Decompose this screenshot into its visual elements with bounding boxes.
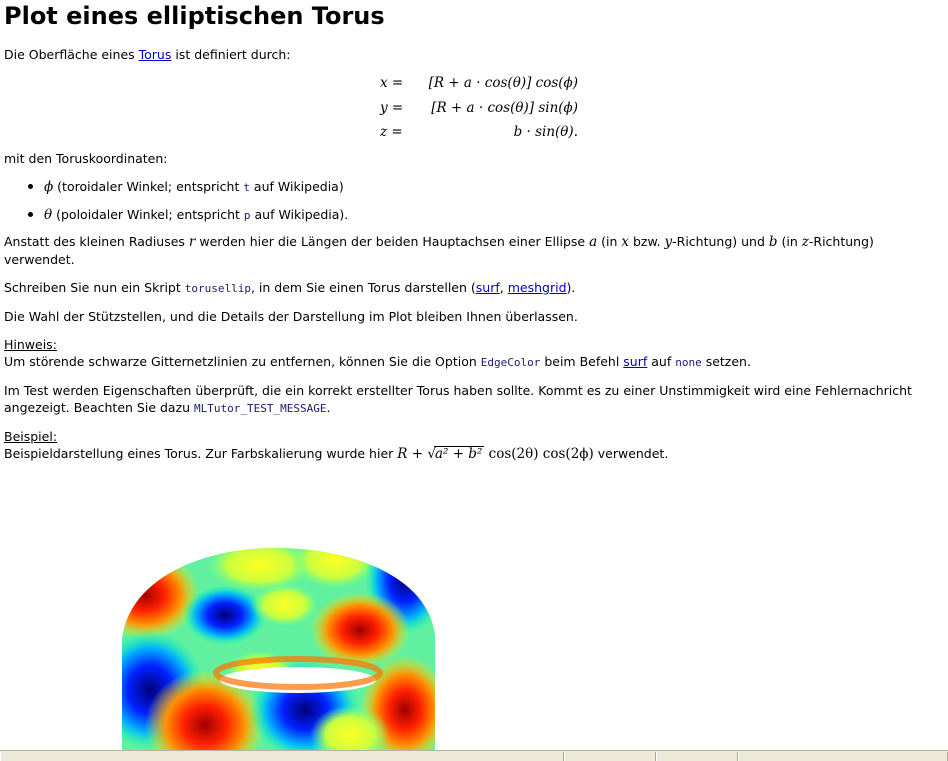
text: Schreiben Sie nun ein Skript bbox=[4, 280, 185, 295]
list-item: ϕ (toroidaler Winkel; entspricht t auf W… bbox=[4, 178, 940, 206]
equation-rhs: [R + a · cos(θ)] sin(ϕ) bbox=[431, 99, 578, 116]
code-test-message: MLTutor_TEST_MESSAGE bbox=[194, 402, 327, 415]
equation-lhs: y = bbox=[380, 99, 404, 116]
torus-plot-image bbox=[110, 540, 450, 751]
torus-illustration bbox=[122, 548, 435, 751]
status-bar-panel bbox=[564, 752, 656, 761]
hint-block: Hinweis: Um störende schwarze Gitternetz… bbox=[4, 336, 940, 371]
code-t: t bbox=[243, 181, 250, 194]
coords-intro: mit den Toruskoordinaten: bbox=[4, 151, 168, 166]
surf-link[interactable]: surf bbox=[475, 280, 500, 295]
math-x: x bbox=[621, 234, 629, 250]
text: -Richtung) und bbox=[672, 234, 769, 249]
equation-rhs: b · sin(θ). bbox=[513, 124, 578, 140]
text: . bbox=[326, 400, 331, 415]
text: (in bbox=[597, 234, 622, 249]
example-block: Beispiel: Beispieldarstellung eines Toru… bbox=[4, 428, 940, 463]
torus-equations: x = [R + a · cos(θ)] cos(ϕ) y = [R + a ·… bbox=[370, 71, 590, 145]
text: verwendet. bbox=[593, 446, 669, 461]
sqrt-sign: √ bbox=[427, 446, 436, 462]
code-edgecolor: EdgeColor bbox=[480, 356, 541, 369]
code-torusellip: torusellip bbox=[184, 282, 251, 295]
status-bar bbox=[0, 750, 948, 761]
math-y: y bbox=[664, 234, 673, 250]
code-p: p bbox=[243, 209, 251, 222]
text: -Richtung) verwendet. bbox=[4, 234, 874, 267]
text: , bbox=[499, 280, 508, 295]
phi-symbol: ϕ bbox=[44, 179, 54, 195]
equation-x: x = [R + a · cos(θ)] cos(ϕ) bbox=[370, 71, 590, 96]
text: (in bbox=[777, 234, 802, 249]
list-item: θ (poloidaler Winkel; entspricht p auf W… bbox=[4, 206, 940, 234]
surf-link-hint[interactable]: surf bbox=[623, 354, 648, 369]
math-r: r bbox=[188, 234, 196, 250]
equation-z: z = b · sin(θ). bbox=[370, 120, 590, 145]
script-paragraph: Schreiben Sie nun ein Skript torusellip,… bbox=[4, 279, 940, 297]
text: auf bbox=[647, 354, 676, 369]
bullet-text: auf Wikipedia) bbox=[249, 179, 344, 194]
hint-label: Hinweis: bbox=[4, 337, 57, 352]
sqrt-body: a² + b² bbox=[433, 446, 485, 462]
status-bar-panel bbox=[656, 752, 738, 761]
choice-paragraph: Die Wahl der Stützstellen, und die Detai… bbox=[4, 309, 578, 324]
document-page: Plot eines elliptischen Torus Die Oberfl… bbox=[4, 0, 940, 463]
formula-end: cos(2θ) cos(2ϕ) bbox=[484, 446, 594, 462]
intro-text-before: Die Oberfläche eines bbox=[4, 47, 139, 62]
text: ). bbox=[566, 280, 576, 295]
status-bar-panel bbox=[738, 752, 948, 761]
equation-lhs: x = bbox=[380, 75, 404, 91]
text: beim Befehl bbox=[540, 354, 624, 369]
equation-rhs: [R + a · cos(θ)] cos(ϕ) bbox=[428, 75, 578, 91]
math-a: a bbox=[589, 234, 598, 250]
formula-start: R + bbox=[397, 446, 428, 462]
text: , in dem Sie einen Torus darstellen ( bbox=[250, 280, 476, 295]
math-z: z bbox=[801, 234, 809, 250]
text: Beispieldarstellung eines Torus. Zur Far… bbox=[4, 446, 398, 461]
text: Um störende schwarze Gitternetzlinien zu… bbox=[4, 354, 481, 369]
text: Anstatt des kleinen Radiuses bbox=[4, 234, 189, 249]
meshgrid-link[interactable]: meshgrid bbox=[507, 280, 567, 295]
text: setzen. bbox=[701, 354, 751, 369]
torus-link[interactable]: Torus bbox=[138, 47, 172, 62]
equation-y: y = [R + a · cos(θ)] sin(ϕ) bbox=[370, 96, 590, 121]
theta-symbol: θ bbox=[44, 207, 53, 223]
text: werden hier die Längen der beiden Haupta… bbox=[195, 234, 590, 249]
bullet-text: (toroidaler Winkel; entspricht bbox=[53, 179, 244, 194]
bullet-text: (poloidaler Winkel; entspricht bbox=[52, 207, 244, 222]
math-b: b bbox=[768, 234, 778, 250]
text: bzw. bbox=[629, 234, 665, 249]
text: Im Test werden Eigenschaften überprüft, … bbox=[4, 383, 912, 415]
page-title: Plot eines elliptischen Torus bbox=[4, 2, 385, 30]
intro-paragraph: Die Oberfläche eines Torus ist definiert… bbox=[4, 46, 940, 63]
bullet-text: auf Wikipedia). bbox=[250, 207, 349, 222]
coordinate-list: ϕ (toroidaler Winkel; entspricht t auf W… bbox=[4, 178, 940, 234]
example-label: Beispiel: bbox=[4, 429, 58, 444]
equation-lhs: z = bbox=[380, 124, 403, 140]
intro-text-after: ist definiert durch: bbox=[171, 47, 291, 62]
radius-paragraph: Anstatt des kleinen Radiuses r werden hi… bbox=[4, 233, 940, 268]
bullet-icon bbox=[28, 212, 33, 217]
code-none: none bbox=[675, 356, 702, 369]
bullet-icon bbox=[28, 184, 33, 189]
test-paragraph: Im Test werden Eigenschaften überprüft, … bbox=[4, 382, 940, 417]
status-bar-panel bbox=[0, 752, 564, 761]
